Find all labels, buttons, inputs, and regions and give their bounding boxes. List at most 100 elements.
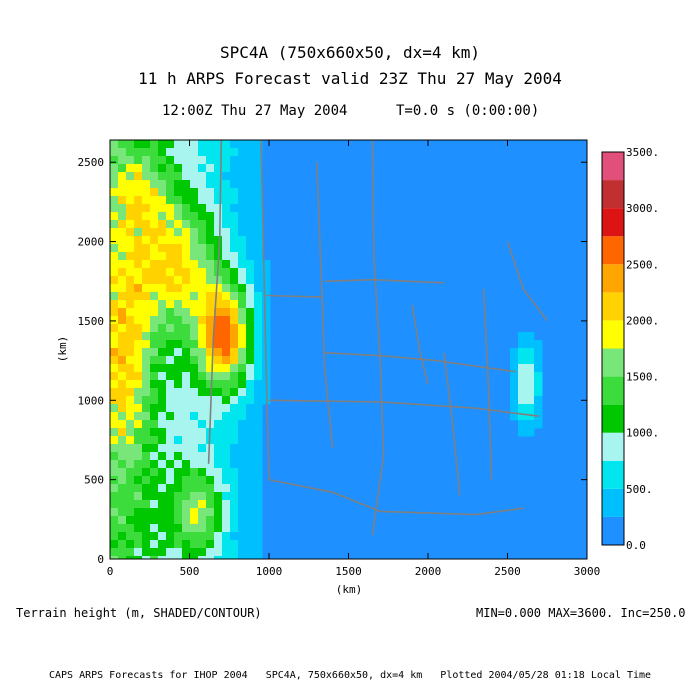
terrain-cell	[238, 420, 247, 429]
terrain-cell	[134, 372, 143, 381]
terrain-cell	[150, 252, 159, 261]
terrain-cell	[118, 540, 127, 549]
terrain-cell	[158, 340, 167, 349]
terrain-cell	[142, 444, 151, 453]
terrain-cell	[190, 348, 199, 357]
terrain-cell	[166, 220, 175, 229]
terrain-cell	[118, 516, 127, 525]
terrain-cell	[142, 196, 151, 205]
terrain-cell	[110, 444, 119, 453]
terrain-cell	[158, 260, 167, 269]
terrain-cell	[150, 324, 159, 333]
terrain-cell	[158, 300, 167, 309]
terrain-cell	[198, 220, 207, 229]
terrain-cell	[214, 508, 223, 517]
terrain-cell	[134, 220, 143, 229]
terrain-cell	[150, 436, 159, 445]
terrain-cell	[190, 492, 199, 501]
terrain-cell	[182, 188, 191, 197]
terrain-cell	[214, 428, 223, 437]
terrain-cell	[118, 556, 127, 559]
min-max-label: MIN=0.000 MAX=3600. Inc=250.0	[476, 606, 686, 620]
terrain-cell	[206, 508, 215, 517]
terrain-cell	[174, 372, 183, 381]
terrain-cell	[254, 228, 263, 237]
x-tick-label: 2500	[494, 565, 521, 578]
state-boundary	[324, 351, 516, 373]
terrain-cell	[206, 372, 215, 381]
terrain-cell	[222, 244, 231, 253]
terrain-cell	[198, 268, 207, 277]
terrain-cell	[150, 340, 159, 349]
terrain-cell	[254, 276, 263, 285]
terrain-cell	[126, 412, 135, 421]
terrain-cell	[230, 308, 239, 317]
terrain-cell	[238, 412, 247, 421]
terrain-cell	[110, 500, 119, 509]
terrain-cell	[110, 540, 119, 549]
terrain-cell	[254, 396, 263, 405]
terrain-cell	[118, 292, 127, 301]
terrain-cell	[222, 156, 231, 165]
terrain-cell	[166, 300, 175, 309]
terrain-cell	[190, 500, 199, 509]
terrain-cell	[166, 388, 175, 397]
terrain-cell	[230, 284, 239, 293]
terrain-cell	[166, 140, 175, 149]
terrain-cell	[246, 548, 255, 557]
terrain-cell	[246, 516, 255, 525]
terrain-cell	[142, 388, 151, 397]
terrain-cell	[174, 492, 183, 501]
terrain-cell	[198, 516, 207, 525]
terrain-cell	[190, 388, 199, 397]
terrain-cell	[126, 228, 135, 237]
terrain-cell	[110, 180, 119, 189]
x-tick-label: 0	[107, 565, 114, 578]
terrain-cell	[182, 492, 191, 501]
terrain-cell	[134, 228, 143, 237]
terrain-cell	[118, 348, 127, 357]
terrain-cell	[246, 380, 255, 389]
terrain-cell	[110, 468, 119, 477]
terrain-cell	[166, 172, 175, 181]
terrain-cell	[174, 324, 183, 333]
terrain-cell	[174, 212, 183, 221]
terrain-cell	[222, 188, 231, 197]
terrain-cell	[150, 308, 159, 317]
terrain-cell	[230, 156, 239, 165]
terrain-cell	[150, 428, 159, 437]
terrain-cell	[118, 452, 127, 461]
terrain-cell	[118, 372, 127, 381]
colorbar-label: 3000.	[626, 202, 659, 215]
terrain-cell	[174, 516, 183, 525]
variable-label: Terrain height (m, SHADED/CONTOUR)	[16, 606, 262, 620]
chart-title: SPC4A (750x660x50, dx=4 km)	[219, 43, 481, 62]
terrain-cell	[126, 244, 135, 253]
terrain-cell	[518, 396, 527, 405]
terrain-cell	[110, 236, 119, 245]
terrain-cell	[246, 364, 255, 373]
terrain-cell	[238, 396, 247, 405]
terrain-cell	[174, 164, 183, 173]
terrain-cell	[110, 316, 119, 325]
terrain-cell	[510, 380, 519, 389]
terrain-cell	[246, 444, 255, 453]
terrain-cell	[246, 508, 255, 517]
terrain-cell	[534, 404, 543, 413]
terrain-cell	[166, 276, 175, 285]
terrain-cell	[110, 524, 119, 533]
colorbar-swatch	[602, 376, 624, 405]
terrain-cell	[206, 180, 215, 189]
terrain-cell	[158, 420, 167, 429]
terrain-cell	[518, 332, 527, 341]
terrain-cell	[110, 156, 119, 165]
terrain-cell	[118, 476, 127, 485]
x-tick-label: 1000	[256, 565, 283, 578]
terrain-cell	[182, 420, 191, 429]
terrain-cell	[230, 236, 239, 245]
terrain-cell	[198, 388, 207, 397]
terrain-cell	[214, 236, 223, 245]
terrain-cell	[126, 492, 135, 501]
terrain-cell	[190, 180, 199, 189]
terrain-cell	[134, 548, 143, 557]
